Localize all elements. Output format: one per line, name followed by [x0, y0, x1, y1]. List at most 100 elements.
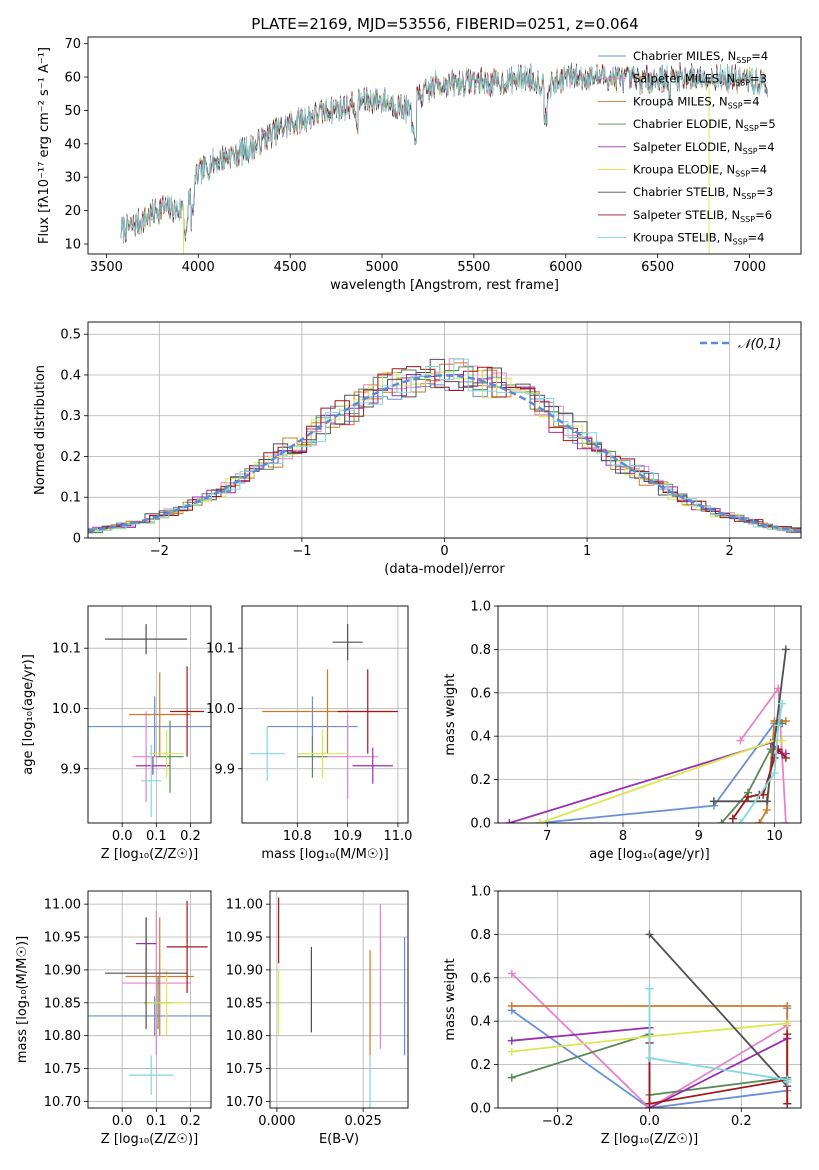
y-tick-label: 0.2	[60, 450, 81, 465]
x-tick-label: 0.025	[345, 1114, 382, 1129]
y-tick-label: 11.00	[44, 898, 81, 913]
weight-series	[739, 703, 783, 823]
weight-marker	[783, 1077, 792, 1086]
x-tick-label: 10.8	[283, 829, 312, 844]
y-tick-label: 10.0	[206, 702, 235, 717]
legend-label: Chabrier ELODIE, NSSP=5	[633, 117, 776, 133]
y-axis-label: mass [log₁₀(M/M☉)]	[15, 936, 30, 1063]
legend-label: Salpeter STELIB, NSSP=6	[633, 208, 772, 224]
x-tick-label: 6000	[549, 260, 582, 275]
y-axis-label: age [log₁₀(age/yr)]	[21, 654, 36, 775]
spectrum-line	[120, 63, 768, 242]
y-tick-label: 0.4	[470, 1015, 491, 1030]
axes-frame	[497, 890, 802, 1109]
axes-frame	[241, 605, 409, 824]
y-tick-label: 0.0	[470, 1102, 491, 1117]
legend-label: Salpeter ELODIE, NSSP=4	[633, 140, 775, 156]
plot-content	[505, 645, 790, 823]
weight-marker	[778, 699, 787, 708]
legend-n: , N	[719, 163, 735, 177]
x-axis-label: E(B-V)	[319, 1132, 359, 1147]
y-tick-label: 10.75	[226, 1062, 263, 1077]
legend-subscript: SSP	[740, 215, 755, 224]
x-tick-label: 0.1	[146, 1114, 167, 1129]
x-tick-label: 8	[619, 829, 627, 844]
legend-subscript: SSP	[728, 101, 743, 110]
weight-marker	[755, 819, 764, 823]
x-tick-label: 7	[543, 829, 551, 844]
y-tick-label: 10.0	[52, 702, 81, 717]
y-tick-label: 9.9	[60, 762, 81, 777]
weight-marker	[762, 797, 771, 806]
legend-nssp: 3	[766, 185, 773, 199]
weight-marker	[645, 984, 654, 993]
axes-frame	[269, 890, 409, 1109]
x-tick-label: −2	[150, 544, 169, 559]
y-tick-label: 10.1	[52, 642, 81, 657]
legend-label: 𝒩(0,1)	[738, 337, 781, 352]
weight-series	[511, 972, 788, 1108]
legend-label: Chabrier STELIB, NSSP=3	[633, 185, 773, 201]
weight-marker	[736, 736, 745, 745]
x-tick-label: 2	[726, 544, 734, 559]
legend-equals: =	[750, 72, 760, 86]
x-tick-label: −1	[292, 544, 311, 559]
x-axis-label: Z [log₁₀(Z/Z☉)]	[601, 1132, 698, 1147]
y-tick-label: 60	[64, 71, 81, 86]
legend-model-name: Salpeter MILES	[633, 72, 719, 86]
y-tick-label: 1.0	[470, 885, 491, 900]
legend-label: Salpeter MILES, NSSP=3	[633, 72, 767, 88]
axes-frame	[497, 605, 802, 824]
y-tick-label: 0.6	[470, 686, 491, 701]
legend-equals: =	[748, 231, 758, 245]
legend-equals: =	[759, 117, 769, 131]
y-tick-label: 0.6	[470, 971, 491, 986]
legend-n: , N	[724, 208, 740, 222]
x-tick-label: 0	[440, 544, 448, 559]
legend-equals: =	[743, 94, 753, 108]
weight-marker	[709, 797, 718, 806]
weight-marker	[507, 969, 516, 978]
y-tick-label: 0.4	[60, 368, 81, 383]
legend-model-name: Kroupa MILES	[633, 94, 712, 108]
y-tick-label: 10.85	[226, 996, 263, 1011]
weight-marker	[762, 805, 771, 814]
x-tick-label: 1	[583, 544, 591, 559]
x-tick-label: 0.0	[639, 1114, 660, 1129]
panel-age_vs_Z: 0.0 0.1 0.2 9.9 10.0 10.1 Z [log₁₀(Z/Z☉)] age […	[21, 605, 212, 862]
y-tick-label: 0.5	[60, 328, 81, 343]
y-tick-label: 10.80	[226, 1029, 263, 1044]
x-tick-label: 5500	[457, 260, 490, 275]
y-tick-label: 0	[73, 532, 81, 547]
plot-content	[249, 624, 398, 799]
legend-model-name: Salpeter ELODIE	[633, 140, 727, 154]
weight-marker	[783, 1002, 792, 1011]
weight-marker	[781, 819, 790, 823]
x-tick-label: 0.0	[112, 829, 133, 844]
y-tick-label: 11.00	[226, 898, 263, 913]
legend-nssp: 6	[765, 208, 772, 222]
weight-marker	[717, 819, 726, 823]
weight-marker	[736, 819, 745, 823]
legend-n: , N	[712, 94, 728, 108]
legend-subscript: SSP	[741, 192, 756, 201]
legend-subscript: SSP	[735, 79, 750, 88]
weight-marker	[781, 753, 790, 762]
y-tick-label: 0.2	[470, 1058, 491, 1073]
plot-content	[120, 61, 768, 254]
axes-frame	[87, 36, 802, 255]
x-tick-label: 0.0	[112, 1114, 133, 1129]
figure-title: PLATE=2169, MJD=53556, FIBERID=0251, z=0…	[251, 15, 638, 33]
legend-model-name: Chabrier STELIB	[633, 185, 725, 199]
x-tick-label: 9	[695, 829, 703, 844]
x-axis-label: age [log₁₀(age/yr)]	[589, 847, 710, 862]
weight-marker	[505, 819, 514, 823]
x-tick-label: 10.9	[333, 829, 362, 844]
legend-equals: =	[755, 208, 765, 222]
legend-label: Chabrier MILES, NSSP=4	[633, 49, 768, 65]
x-tick-label: 3500	[90, 260, 123, 275]
histogram-series	[88, 358, 801, 532]
legend-nssp: 4	[752, 94, 759, 108]
legend-n: , N	[720, 49, 736, 63]
x-tick-label: 6500	[641, 260, 674, 275]
